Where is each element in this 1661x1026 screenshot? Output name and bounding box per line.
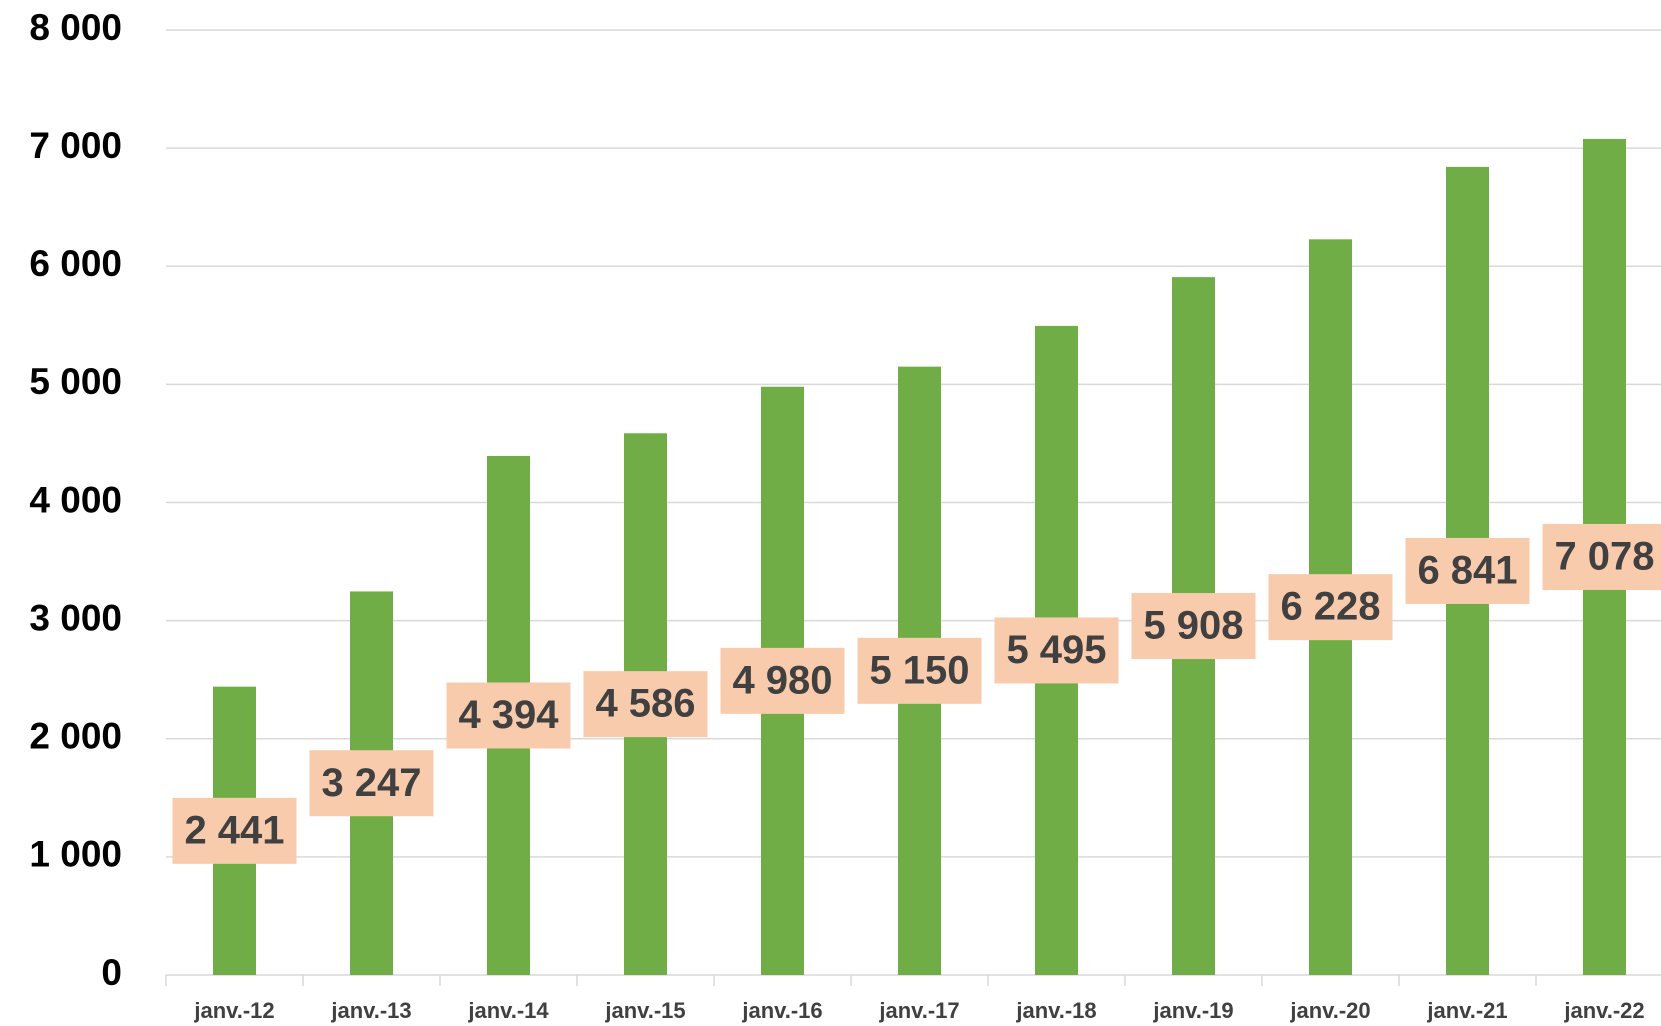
data-label-box [446, 682, 571, 749]
x-tick-label: janv.-22 [1563, 998, 1644, 1023]
data-label: 5 150 [869, 648, 969, 692]
data-label-box [1268, 574, 1393, 641]
data-label-box [994, 617, 1119, 684]
data-label: 5 495 [1006, 628, 1106, 672]
data-label: 3 247 [321, 761, 421, 805]
y-tick-label: 5 000 [29, 361, 122, 402]
x-tick-label: janv.-12 [193, 998, 274, 1023]
data-label: 6 228 [1280, 585, 1380, 629]
y-tick-label: 4 000 [29, 479, 122, 520]
data-label-box [583, 671, 708, 738]
data-label: 7 078 [1554, 535, 1654, 579]
y-tick-label: 2 000 [29, 716, 122, 757]
data-label-box [720, 647, 845, 714]
x-tick-label: janv.-15 [604, 998, 685, 1023]
x-tick-label: janv.-20 [1289, 998, 1370, 1023]
x-tick-label: janv.-14 [467, 998, 549, 1023]
y-tick-label: 6 000 [29, 243, 122, 284]
y-tick-label: 1 000 [29, 834, 122, 875]
x-tick-label: janv.-16 [741, 998, 822, 1023]
data-label: 6 841 [1417, 549, 1517, 593]
x-tick-label: janv.-21 [1426, 998, 1507, 1023]
data-label-box [172, 797, 297, 864]
data-label-box [309, 750, 434, 817]
data-label: 4 394 [458, 693, 559, 737]
data-label-box [857, 637, 982, 704]
data-label: 4 586 [595, 682, 695, 726]
data-label: 5 908 [1143, 604, 1243, 648]
x-tick-label: janv.-19 [1152, 998, 1233, 1023]
x-tick-label: janv.-18 [1015, 998, 1096, 1023]
data-label-box [1131, 593, 1256, 660]
x-tick-label: janv.-13 [330, 998, 411, 1023]
x-tick-label: janv.-17 [878, 998, 959, 1023]
y-tick-label: 0 [101, 952, 122, 993]
data-label: 2 441 [184, 808, 284, 852]
data-label-box [1405, 537, 1530, 604]
y-tick-label: 7 000 [29, 125, 122, 166]
data-label: 4 980 [732, 658, 832, 702]
y-tick-label: 3 000 [29, 597, 122, 638]
data-label-box [1542, 523, 1661, 590]
y-tick-label: 8 000 [29, 7, 122, 48]
